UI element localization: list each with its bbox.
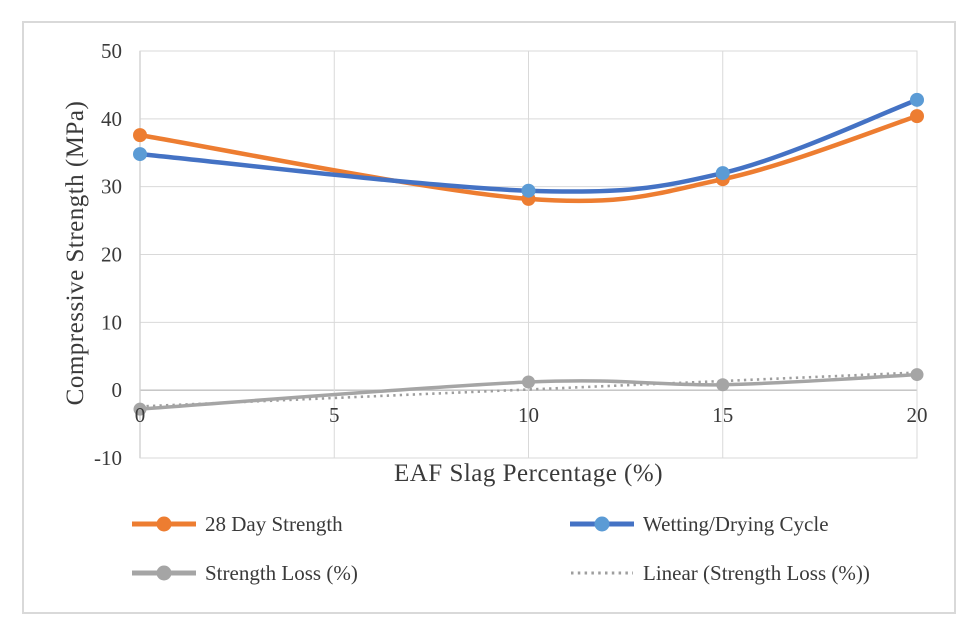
legend-item-strength-loss: Strength Loss (%): [131, 559, 358, 587]
y-tick-label: 0: [112, 378, 123, 402]
y-tick-label: 10: [101, 310, 122, 334]
legend-sample-strength-loss: [132, 565, 196, 581]
series-strength-loss: [133, 368, 924, 416]
legend-label-28-day-strength: 28 Day Strength: [205, 511, 343, 536]
legend-label-wetting-drying-cycle: Wetting/Drying Cycle: [643, 511, 829, 536]
x-tick-label: 0: [135, 403, 146, 427]
legend-sample-wetting-drying-cycle: [570, 516, 634, 532]
chart-outer-border: [22, 21, 956, 614]
legend-label-strength-loss: Strength Loss (%): [205, 560, 358, 585]
y-tick-label: -10: [94, 446, 122, 470]
x-tick-label: 15: [712, 403, 733, 427]
x-tick-label: 5: [329, 403, 340, 427]
y-tick-label: 30: [101, 175, 122, 199]
legend-item-28-day-strength: 28 Day Strength: [131, 510, 343, 538]
legend-sample-linear-strength-loss: [571, 571, 633, 575]
y-tick-label: 40: [101, 107, 122, 131]
legend-sample-28-day-strength: [132, 516, 196, 532]
y-axis-title: Compressive Strength (MPa): [62, 100, 89, 406]
series-wetting-drying-cycle: [133, 92, 924, 198]
series-28-day-strength: [133, 109, 924, 206]
x-axis-title: EAF Slag Percentage (%): [393, 460, 664, 487]
x-tick-label: 10: [518, 403, 539, 427]
legend-item-wetting-drying-cycle: Wetting/Drying Cycle: [569, 510, 829, 538]
gridlines: [139, 50, 918, 459]
x-tick-label: 20: [907, 403, 928, 427]
y-tick-label: 20: [101, 243, 122, 267]
legend-item-linear-strength-loss: Linear (Strength Loss (%)): [569, 559, 870, 587]
axis-tick-labels: -10 0 10 20 30 40 50 0 5 10 15 20: [94, 39, 928, 470]
y-tick-label: 50: [101, 39, 122, 63]
legend-label-linear-strength-loss: Linear (Strength Loss (%)): [643, 560, 870, 585]
